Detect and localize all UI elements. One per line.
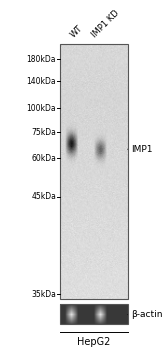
Bar [60,304,128,324]
Text: 140kDa: 140kDa [26,77,56,86]
Text: 35kDa: 35kDa [31,290,56,299]
Text: 75kDa: 75kDa [31,128,56,137]
Text: β-actin: β-actin [128,310,163,319]
Text: 100kDa: 100kDa [26,104,56,113]
Text: HepG2: HepG2 [77,337,110,347]
Text: 45kDa: 45kDa [31,192,56,201]
Text: 180kDa: 180kDa [27,55,56,64]
Text: 60kDa: 60kDa [31,154,56,163]
Bar [60,44,128,299]
Text: IMP1 KD: IMP1 KD [90,8,121,40]
Text: IMP1: IMP1 [128,145,153,154]
Text: WT: WT [69,24,85,40]
